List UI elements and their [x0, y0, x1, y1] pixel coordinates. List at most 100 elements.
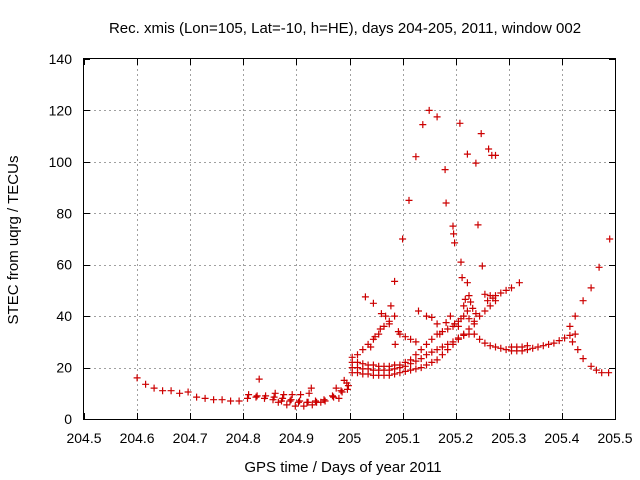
data-point-marker: [396, 361, 404, 369]
data-point-marker: [359, 360, 367, 368]
data-point-marker: [354, 358, 361, 366]
gridlines: [84, 59, 615, 419]
data-point-marker: [262, 392, 270, 400]
data-point-marker: [485, 145, 493, 153]
data-point-marker: [184, 388, 192, 396]
data-point-marker: [463, 279, 471, 287]
y-tick-label: 20: [56, 360, 72, 376]
data-point-marker: [279, 394, 287, 402]
data-point-marker: [394, 328, 402, 336]
data-point-marker: [252, 393, 260, 401]
plot-frame: [83, 58, 616, 420]
data-point-marker: [167, 387, 175, 395]
data-point-marker: [142, 380, 150, 388]
data-point-marker: [477, 130, 485, 138]
data-point-marker: [150, 384, 158, 392]
data-point-marker: [470, 330, 478, 338]
data-point-marker: [369, 299, 377, 307]
data-point-marker: [201, 394, 209, 402]
data-point-marker: [442, 199, 450, 207]
data-point-marker: [385, 320, 393, 328]
data-point-marker: [367, 343, 375, 351]
data-point-marker: [329, 392, 336, 400]
data-point-marker: [598, 369, 606, 377]
data-point-marker: [428, 358, 436, 366]
data-point-marker: [566, 331, 574, 339]
data-point-marker: [545, 340, 553, 348]
data-point-marker: [417, 346, 425, 354]
data-point-marker: [399, 235, 407, 243]
data-point-marker: [523, 342, 531, 350]
data-point-marker: [332, 384, 340, 392]
data-point-marker: [391, 312, 399, 320]
data-point-marker: [312, 397, 319, 405]
data-point-marker: [235, 397, 243, 405]
data-point-marker: [304, 398, 312, 406]
data-point-marker: [407, 366, 415, 374]
data-points: [133, 106, 614, 410]
data-point-marker: [335, 394, 343, 402]
data-point-marker: [401, 333, 409, 341]
y-tick-label: 100: [49, 154, 73, 170]
data-point-marker: [321, 397, 329, 405]
data-point-marker: [415, 307, 422, 315]
data-point-marker: [492, 343, 499, 351]
data-point-marker: [442, 319, 450, 327]
data-point-marker: [449, 338, 457, 346]
data-point-marker: [344, 382, 352, 390]
data-point-marker: [472, 310, 480, 318]
x-tick-label: 204.6: [120, 430, 155, 446]
y-tick-label: 140: [49, 51, 73, 67]
data-point-marker: [474, 221, 482, 229]
x-tick-label: 205.4: [544, 430, 579, 446]
data-point-marker: [227, 397, 235, 405]
data-point-marker: [348, 353, 356, 361]
data-point-marker: [472, 159, 480, 167]
data-point-marker: [574, 346, 582, 354]
data-point-marker: [587, 284, 595, 292]
data-point-marker: [391, 277, 399, 285]
data-point-marker: [451, 320, 459, 328]
x-tick-label: 204.8: [226, 430, 261, 446]
data-point-marker: [193, 393, 201, 401]
data-point-marker: [450, 230, 458, 238]
data-point-marker: [579, 355, 587, 363]
x-tick-label: 205.2: [438, 430, 473, 446]
data-point-marker: [412, 153, 420, 161]
data-point-marker: [484, 297, 492, 305]
data-point-marker: [296, 397, 304, 405]
data-point-marker: [255, 375, 263, 383]
data-point-marker: [305, 389, 313, 397]
data-point-marker: [354, 351, 361, 359]
data-point-marker: [481, 339, 489, 347]
data-point-marker: [456, 119, 464, 127]
data-point-marker: [287, 396, 295, 404]
data-point-marker: [317, 398, 325, 406]
data-point-marker: [417, 364, 425, 372]
data-point-marker: [361, 293, 369, 301]
data-point-marker: [605, 369, 613, 377]
data-point-marker: [377, 310, 385, 318]
data-point-marker: [469, 304, 477, 312]
data-point-marker: [412, 338, 420, 346]
data-point-marker: [375, 330, 383, 338]
data-point-marker: [502, 286, 510, 294]
data-point-marker: [461, 295, 469, 303]
data-point-marker: [391, 340, 399, 348]
data-point-marker: [539, 342, 547, 350]
x-tick-label: 205: [338, 430, 362, 446]
data-point-marker: [492, 151, 499, 159]
data-point-marker: [412, 365, 420, 373]
data-point-marker: [387, 302, 395, 310]
data-point-marker: [423, 312, 430, 320]
data-point-marker: [133, 374, 141, 382]
data-point-marker: [561, 334, 569, 342]
data-point-marker: [476, 335, 484, 343]
x-tick-labels: 204.5 204.6 204.7 204.8 204.9 205 205.1 205.2 20…: [66, 430, 632, 446]
data-point-marker: [489, 294, 497, 302]
data-point-marker: [423, 361, 430, 369]
data-point-marker: [515, 279, 523, 287]
data-point-marker: [606, 235, 614, 243]
data-point-marker: [470, 317, 478, 325]
data-point-marker: [419, 121, 427, 129]
